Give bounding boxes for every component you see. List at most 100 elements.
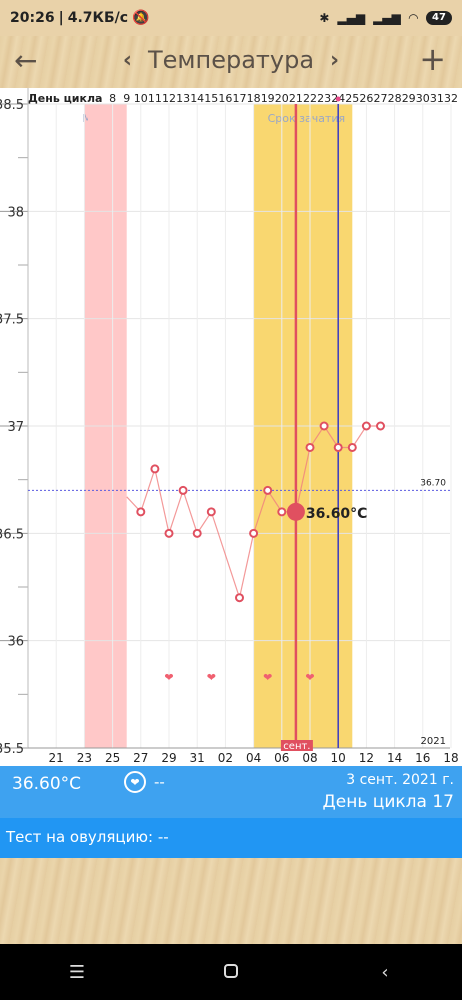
cycle-day-tick: 16 <box>218 92 232 105</box>
cycle-day-tick: 28 <box>388 92 402 105</box>
signal-icon-2: ▂▄▆ <box>373 11 401 25</box>
temperature-point <box>249 528 259 538</box>
cycle-day-tick: 22 <box>303 92 317 105</box>
cycle-day-tick: 9 <box>123 92 130 105</box>
y-tick-label: 36 <box>7 635 24 650</box>
cycle-day-tick: 14 <box>190 92 204 105</box>
heart-marker-icon: ❤ <box>207 671 216 684</box>
temperature-point <box>319 421 329 431</box>
cycle-day-tick: 15 <box>204 92 218 105</box>
temperature-point <box>178 485 188 495</box>
x-tick-label: 18 <box>443 751 458 765</box>
heart-marker-icon: ❤ <box>305 671 314 684</box>
cycle-day-tick: 32 <box>444 92 458 105</box>
fertile-label: Срок зачатия <box>268 112 346 125</box>
cycle-day-tick: 13 <box>176 92 190 105</box>
y-tick-label: 36.5 <box>0 527 24 542</box>
y-tick-label: 38.5 <box>0 98 24 113</box>
x-tick-label: 27 <box>133 751 148 765</box>
y-tick-label: 35.5 <box>0 742 24 757</box>
status-bar: 20:26 | 4.7КБ/с 🔕 ✱ ▂▄▆ ▂▄▆ ◠ 47 <box>0 0 462 36</box>
today-dot <box>335 96 341 102</box>
month-label-box <box>280 740 313 751</box>
temperature-point <box>206 507 216 517</box>
temperature-point <box>347 442 357 452</box>
plus-icon[interactable]: + <box>419 40 446 78</box>
y-tick-label: 37.5 <box>0 313 24 328</box>
temperature-point <box>263 485 273 495</box>
x-tick-label: 04 <box>246 751 261 765</box>
bluetooth-icon: ✱ <box>319 11 330 25</box>
cycle-day-tick: 18 <box>247 92 261 105</box>
system-nav-bar: ☰ ‹ <box>0 944 462 1000</box>
temperature-point <box>150 464 160 474</box>
cycle-day-tick: 12 <box>162 92 176 105</box>
cycle-day-tick: 21 <box>289 92 303 105</box>
cycle-day-tick: 27 <box>374 92 388 105</box>
page-title: Температура <box>147 46 315 74</box>
cycle-day-tick: 20 <box>275 92 289 105</box>
menu-icon[interactable]: ☰ <box>68 961 86 983</box>
arrow-left-icon[interactable]: ← <box>14 44 38 77</box>
temperature-chart[interactable]: Менструации Срок зачатия 38.5 38 37.5 37 36.5 3… <box>0 88 462 766</box>
chevron-right-icon[interactable]: › <box>330 47 340 73</box>
status-speed: 4.7КБ/с <box>67 10 129 26</box>
menstruation-label: Менструации <box>82 112 160 125</box>
x-tick-label: 31 <box>190 751 205 765</box>
temperature-point <box>164 528 174 538</box>
wifi-icon: ◠ <box>408 11 418 25</box>
bottom-panel <box>0 858 462 944</box>
intercourse-value: -- <box>154 773 165 791</box>
heart-marker-icon: ❤ <box>164 671 173 684</box>
cycle-day-tick: 30 <box>416 92 430 105</box>
selected-point <box>286 502 305 521</box>
year-label: 2021 <box>421 736 446 747</box>
x-tick-label: 02 <box>218 751 233 765</box>
cycle-day-tick: 17 <box>233 92 247 105</box>
selected-temperature[interactable]: 36.60°C <box>12 774 82 794</box>
chevron-left-icon[interactable]: ‹ <box>122 47 132 73</box>
temperature-point <box>361 421 371 431</box>
info-bar: 36.60°C ❤ -- 3 сент. 2021 г. День цикла … <box>0 766 462 818</box>
y-tick-label: 37 <box>7 420 24 435</box>
x-tick-label: 21 <box>49 751 64 765</box>
home-icon[interactable] <box>201 962 261 983</box>
temperature-point <box>192 528 202 538</box>
cycle-day-tick: 29 <box>402 92 416 105</box>
cycle-day-tick: 8 <box>109 92 116 105</box>
x-tick-label: 25 <box>105 751 120 765</box>
signal-icon: ▂▄▆ <box>337 11 366 25</box>
x-tick-label: 12 <box>359 751 374 765</box>
ovulation-test[interactable]: Тест на овуляцию: -- <box>0 818 462 858</box>
chart-svg[interactable]: Менструации Срок зачатия 38.5 38 37.5 37 36.5 3… <box>0 88 462 766</box>
temperature-point <box>136 507 146 517</box>
cycle-day-label: День цикла <box>28 92 102 105</box>
x-tick-label: 08 <box>302 751 317 765</box>
y-tick-label: 38 <box>7 205 24 220</box>
selected-value-label: 36.60°C <box>306 506 368 522</box>
battery-icon: 47 <box>426 11 452 25</box>
cycle-day-tick: 23 <box>317 92 331 105</box>
app-bar: ← ‹ Температура › + <box>0 36 462 88</box>
temperature-point <box>376 421 385 431</box>
selected-date: 3 сент. 2021 г. <box>346 772 454 788</box>
cycle-day-tick: 19 <box>261 92 275 105</box>
cycle-day-tick: 25 <box>345 92 359 105</box>
cycle-day-tick: 11 <box>148 92 162 105</box>
temperature-point <box>333 442 343 452</box>
back-icon[interactable]: ‹ <box>381 961 389 983</box>
status-time: 20:26 <box>10 10 55 26</box>
reference-label: 36.70 <box>420 478 446 488</box>
x-tick-label: 23 <box>77 751 92 765</box>
cycle-day-tick: 10 <box>134 92 148 105</box>
heart-icon[interactable]: ❤ <box>124 771 146 793</box>
temperature-point <box>277 507 287 517</box>
month-label: сент. <box>283 741 310 752</box>
temperature-point <box>305 442 315 452</box>
x-tick-label: 10 <box>331 751 346 765</box>
temperature-point <box>235 593 244 603</box>
mute-icon: 🔕 <box>132 10 150 26</box>
status-separator: | <box>58 10 64 26</box>
x-tick-label: 16 <box>415 751 430 765</box>
cycle-day: День цикла 17 <box>322 792 454 812</box>
